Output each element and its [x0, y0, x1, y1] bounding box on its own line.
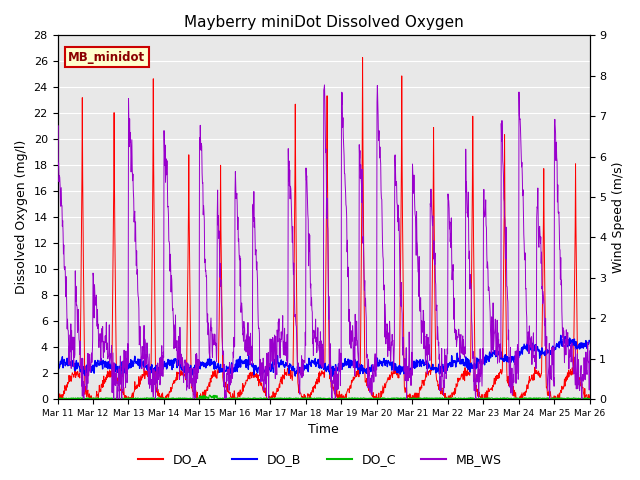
Legend: DO_A, DO_B, DO_C, MB_WS: DO_A, DO_B, DO_C, MB_WS — [133, 448, 507, 471]
X-axis label: Time: Time — [308, 423, 339, 436]
Text: MB_minidot: MB_minidot — [68, 51, 145, 64]
Title: Mayberry miniDot Dissolved Oxygen: Mayberry miniDot Dissolved Oxygen — [184, 15, 463, 30]
Y-axis label: Dissolved Oxygen (mg/l): Dissolved Oxygen (mg/l) — [15, 140, 28, 294]
Y-axis label: Wind Speed (m/s): Wind Speed (m/s) — [612, 161, 625, 273]
